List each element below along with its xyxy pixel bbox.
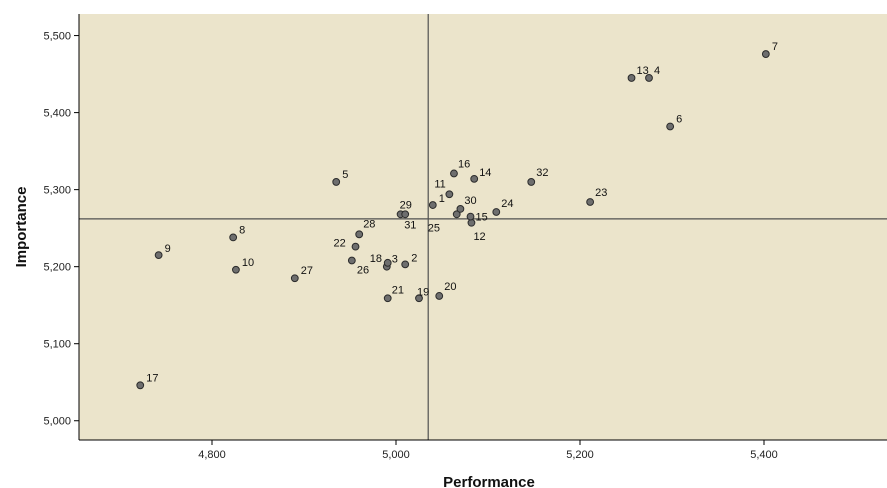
x-axis-title: Performance bbox=[443, 474, 535, 488]
point-label-12: 12 bbox=[473, 231, 485, 243]
point-label-2: 2 bbox=[411, 252, 417, 264]
point-label-3: 3 bbox=[392, 254, 398, 266]
data-point-23 bbox=[586, 198, 595, 206]
point-label-14: 14 bbox=[479, 167, 491, 179]
point-label-6: 6 bbox=[676, 113, 682, 125]
point-label-28: 28 bbox=[363, 218, 375, 230]
point-label-30: 30 bbox=[464, 195, 476, 207]
data-point-28 bbox=[355, 230, 364, 239]
data-point-8 bbox=[229, 233, 238, 242]
y-tick-label: 5,200 bbox=[43, 262, 71, 274]
point-label-16: 16 bbox=[458, 158, 470, 170]
point-label-32: 32 bbox=[536, 167, 548, 179]
data-point-5 bbox=[332, 178, 341, 186]
point-label-27: 27 bbox=[301, 265, 313, 277]
point-label-19: 19 bbox=[417, 286, 429, 298]
data-point-7 bbox=[761, 50, 770, 58]
data-point-20 bbox=[435, 292, 444, 300]
data-point-25 bbox=[452, 210, 461, 219]
data-point-1 bbox=[428, 201, 437, 209]
y-tick-label: 5,000 bbox=[43, 416, 71, 428]
point-label-23: 23 bbox=[595, 187, 607, 199]
data-point-21 bbox=[383, 294, 392, 303]
y-tick-label: 5,400 bbox=[43, 108, 71, 120]
y-tick-label: 5,300 bbox=[43, 185, 71, 197]
data-point-32 bbox=[527, 178, 536, 186]
point-label-4: 4 bbox=[654, 65, 660, 77]
point-label-31: 31 bbox=[404, 219, 416, 231]
data-point-17 bbox=[136, 381, 145, 390]
point-label-18: 18 bbox=[370, 253, 382, 265]
point-label-15: 15 bbox=[476, 212, 488, 224]
plot-background bbox=[79, 14, 887, 440]
data-point-30 bbox=[456, 204, 465, 213]
y-axis-ticks: 5,000 5,100 5,200 5,300 5,400 5,500 bbox=[43, 31, 79, 428]
data-point-16 bbox=[450, 169, 458, 178]
data-point-27 bbox=[290, 274, 299, 283]
data-point-18 bbox=[383, 258, 392, 267]
point-label-10: 10 bbox=[242, 257, 254, 269]
x-tick-label: 5,200 bbox=[566, 449, 594, 461]
data-point-26 bbox=[347, 256, 356, 265]
point-label-29: 29 bbox=[400, 199, 412, 211]
data-point-24 bbox=[492, 208, 501, 216]
data-point-11 bbox=[445, 190, 454, 199]
x-tick-label: 5,000 bbox=[382, 449, 410, 461]
data-point-2 bbox=[401, 260, 410, 269]
point-label-24: 24 bbox=[501, 198, 513, 210]
point-label-13: 13 bbox=[637, 65, 649, 77]
reference-lines bbox=[79, 14, 887, 440]
data-point-19 bbox=[415, 294, 423, 303]
point-label-25: 25 bbox=[428, 222, 440, 234]
y-tick-label: 5,100 bbox=[43, 339, 71, 351]
point-label-21: 21 bbox=[392, 284, 404, 296]
data-point-4 bbox=[645, 74, 653, 82]
point-label-8: 8 bbox=[239, 224, 245, 236]
y-tick-label: 5,500 bbox=[43, 31, 71, 43]
data-point-15 bbox=[466, 212, 475, 221]
data-point-6 bbox=[666, 122, 675, 131]
point-label-26: 26 bbox=[357, 265, 369, 277]
point-label-22: 22 bbox=[334, 238, 346, 250]
point-label-7: 7 bbox=[772, 41, 778, 53]
point-label-5: 5 bbox=[342, 169, 348, 181]
point-label-20: 20 bbox=[444, 281, 456, 293]
x-axis-ticks: 4,800 5,000 5,200 5,400 bbox=[198, 440, 778, 461]
x-tick-label: 4,800 bbox=[198, 449, 226, 461]
data-point-13 bbox=[627, 74, 636, 82]
data-point-22 bbox=[351, 242, 360, 251]
data-point-14 bbox=[470, 174, 479, 183]
point-label-9: 9 bbox=[165, 243, 171, 255]
data-points bbox=[136, 50, 770, 390]
point-label-1: 1 bbox=[439, 193, 445, 205]
x-tick-label: 5,400 bbox=[750, 449, 778, 461]
data-point-9 bbox=[154, 251, 163, 260]
data-point-10 bbox=[232, 265, 240, 274]
data-point-31 bbox=[401, 210, 410, 219]
y-axis-title: Importance bbox=[13, 187, 30, 268]
point-label-11: 11 bbox=[434, 178, 445, 190]
point-label-17: 17 bbox=[146, 372, 158, 384]
